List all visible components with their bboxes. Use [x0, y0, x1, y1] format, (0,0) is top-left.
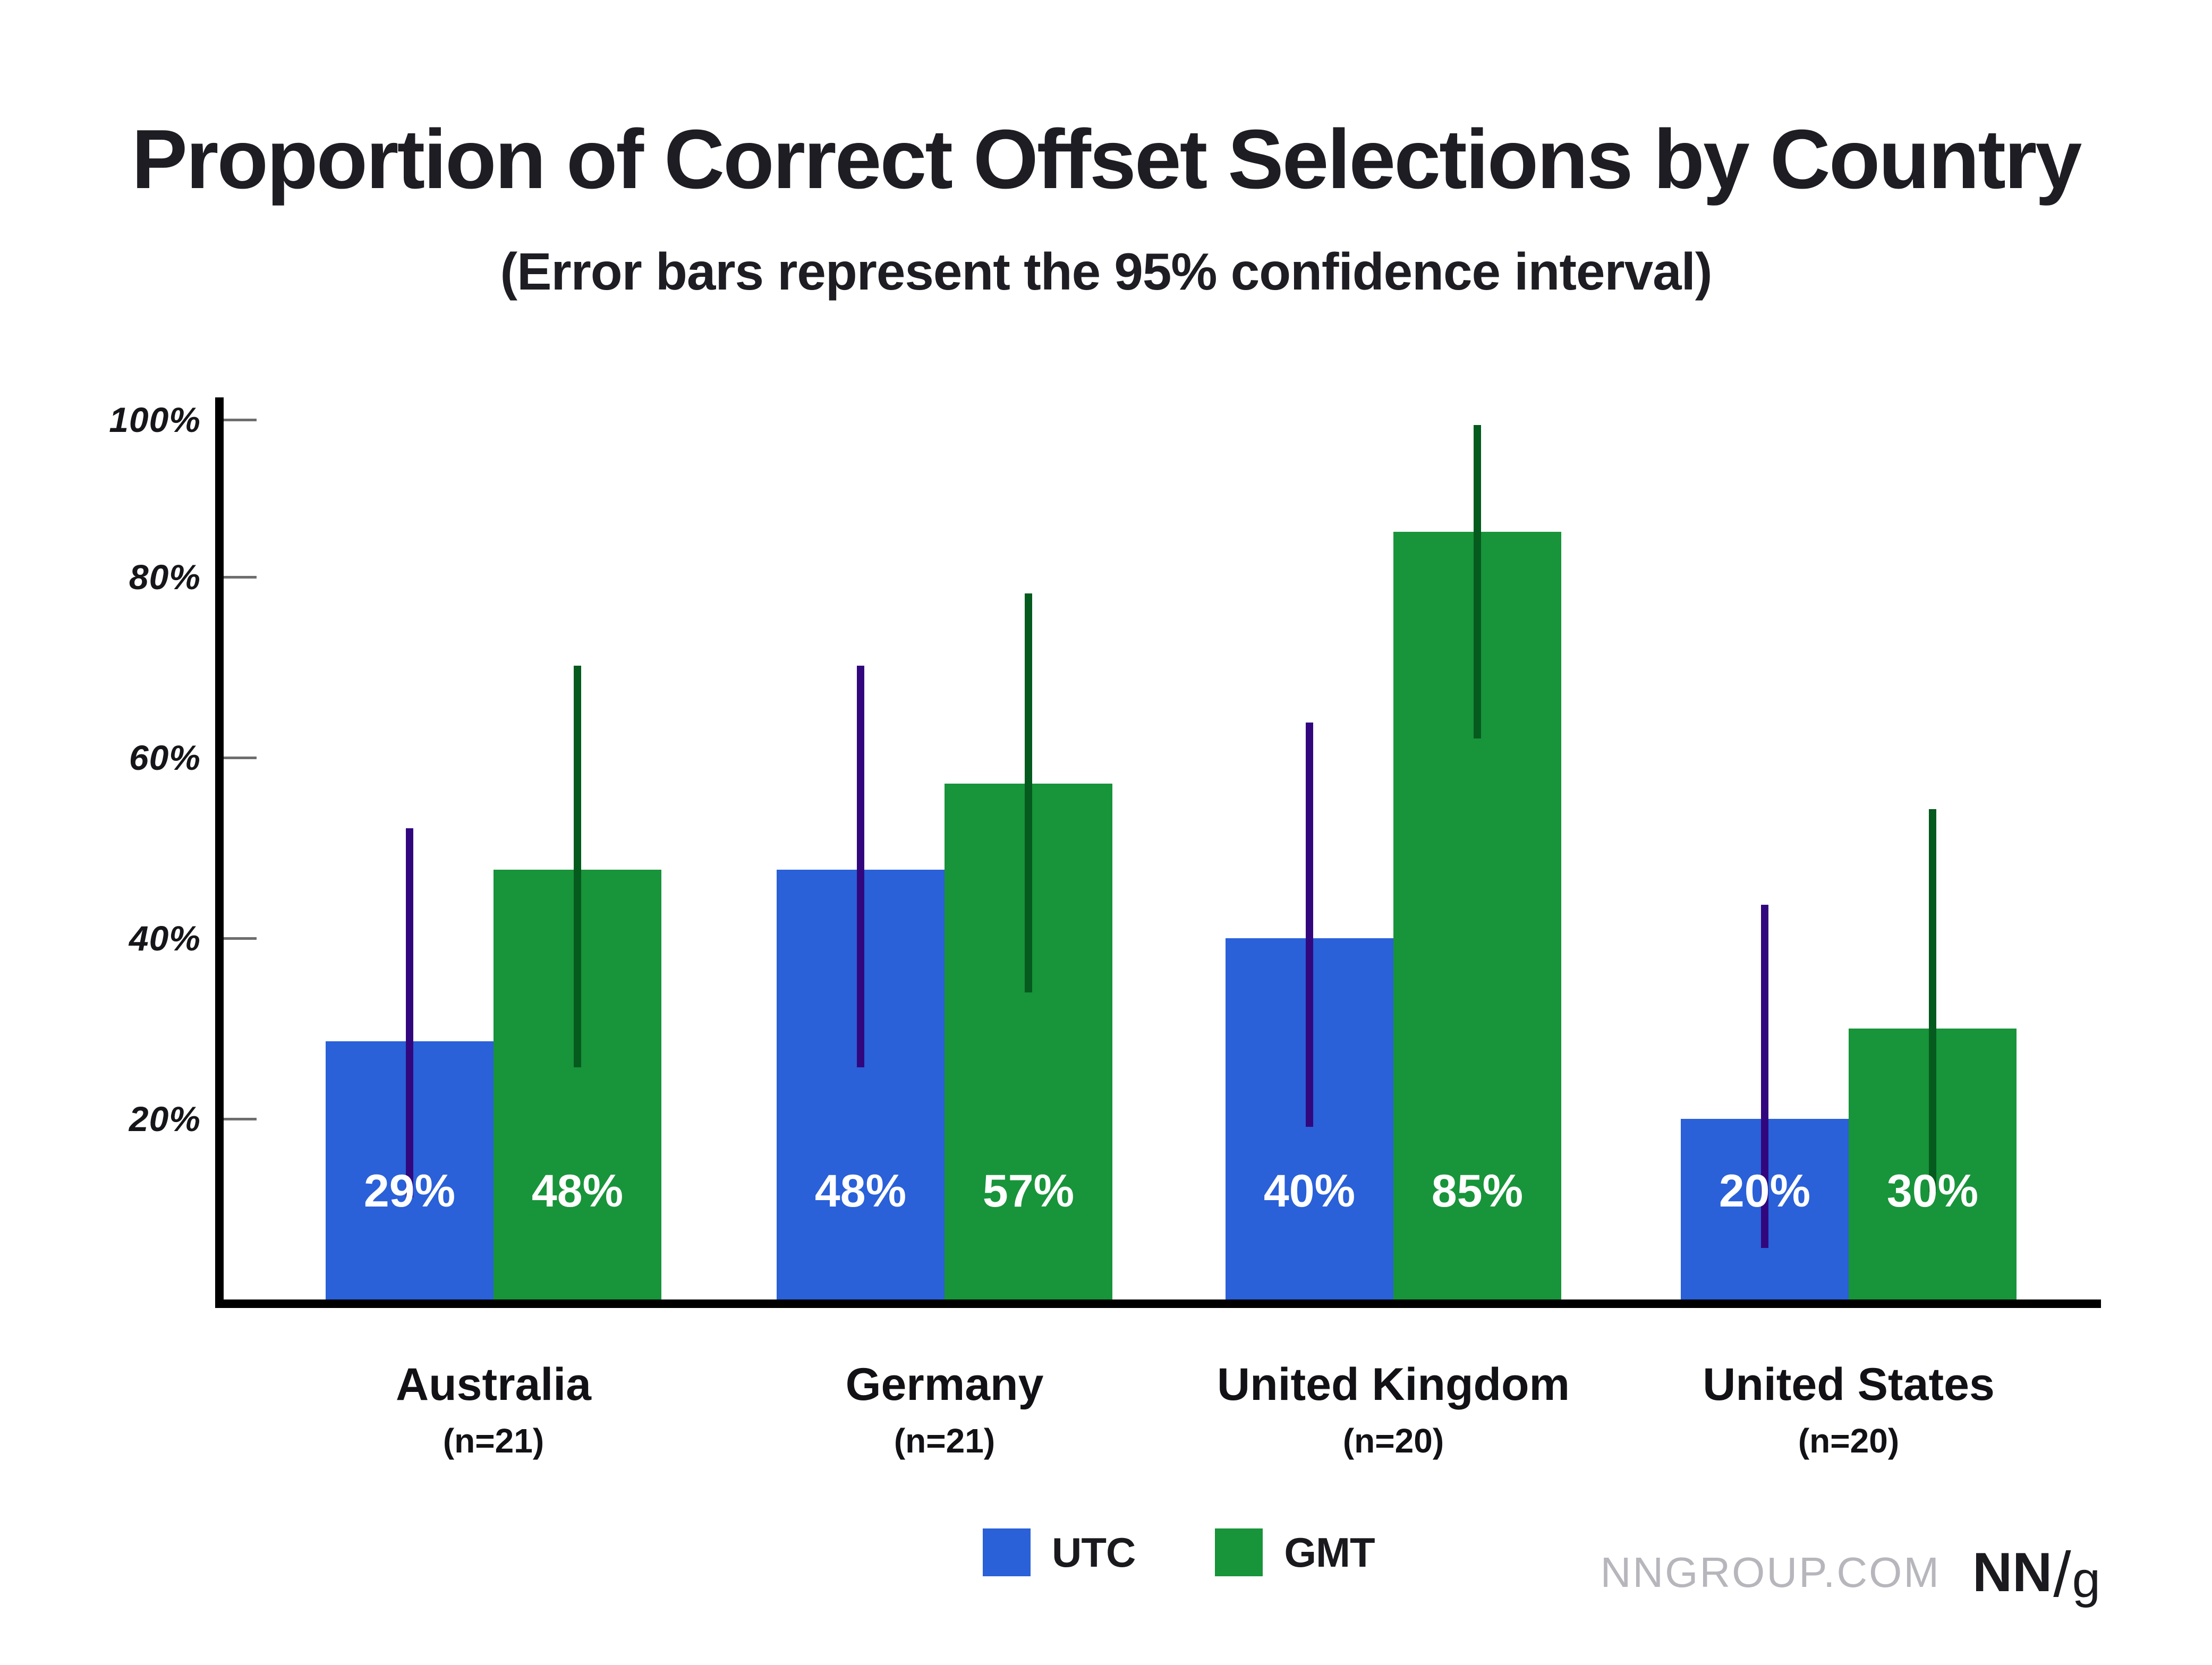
- category-sublabel-united-kingdom: (n=20): [1342, 1422, 1444, 1460]
- bar-value-label-gmt-germany: 57%: [982, 1166, 1075, 1217]
- bar-value-label-utc-united-kingdom: 40%: [1263, 1166, 1356, 1217]
- bar-value-label-utc-united-states: 20%: [1718, 1166, 1811, 1217]
- x-axis-line: [215, 1299, 2101, 1308]
- error-bar-gmt-australia: [574, 665, 581, 1068]
- legend: UTC GMT: [983, 1528, 1375, 1577]
- legend-item-utc: UTC: [983, 1528, 1136, 1577]
- bar-value-label-utc-australia: 29%: [363, 1166, 456, 1217]
- y-tick-40: [224, 937, 257, 940]
- bar-value-label-gmt-united-states: 30%: [1886, 1166, 1979, 1217]
- category-label-united-kingdom: United Kingdom: [1216, 1359, 1570, 1410]
- y-tick-20: [224, 1118, 257, 1120]
- y-tick-80: [224, 576, 257, 579]
- legend-label-gmt: GMT: [1284, 1528, 1375, 1576]
- category-label-united-states: United States: [1703, 1359, 1995, 1410]
- category-sublabel-australia: (n=21): [443, 1422, 545, 1460]
- y-tick-label-100: 100%: [109, 400, 201, 439]
- nng-logo-g: g: [2072, 1551, 2100, 1608]
- legend-item-gmt: GMT: [1215, 1528, 1375, 1577]
- chart-title: Proportion of Correct Offset Selections …: [131, 113, 2082, 206]
- category-sublabel-germany: (n=21): [894, 1422, 996, 1460]
- gmt-swatch-icon: [1215, 1528, 1263, 1576]
- bar-value-label-utc-germany: 48%: [814, 1166, 907, 1217]
- nng-logo: NN / g: [1972, 1536, 2100, 1610]
- nng-logo-nn: NN: [1972, 1541, 2053, 1603]
- nngroup-site-text: NNGROUP.COM: [1600, 1549, 1941, 1596]
- utc-swatch-icon: [983, 1528, 1031, 1576]
- y-axis-line: [215, 397, 224, 1308]
- bar-value-label-gmt-united-kingdom: 85%: [1431, 1166, 1524, 1217]
- nng-logo-slash: /: [2053, 1539, 2071, 1610]
- category-sublabel-united-states: (n=20): [1798, 1422, 1900, 1460]
- y-tick-label-20: 20%: [129, 1099, 201, 1139]
- y-tick-60: [224, 757, 257, 759]
- error-bar-gmt-germany: [1025, 593, 1032, 992]
- legend-label-utc: UTC: [1052, 1528, 1136, 1576]
- y-tick-label-60: 60%: [129, 738, 201, 777]
- error-bar-utc-united-kingdom: [1306, 722, 1313, 1127]
- chart-subtitle: (Error bars represent the 95% confidence…: [500, 242, 1713, 301]
- error-bar-utc-australia: [406, 828, 413, 1197]
- bar-value-label-gmt-australia: 48%: [531, 1166, 624, 1217]
- error-bar-utc-united-states: [1761, 905, 1768, 1248]
- y-tick-100: [224, 419, 257, 421]
- error-bar-gmt-united-kingdom: [1474, 425, 1481, 739]
- footer: NNGROUP.COM NN / g: [1601, 1535, 2100, 1610]
- error-bar-utc-germany: [857, 665, 864, 1068]
- y-tick-label-80: 80%: [129, 557, 201, 597]
- category-label-germany: Germany: [845, 1359, 1044, 1410]
- y-tick-label-40: 40%: [129, 919, 201, 958]
- category-label-australia: Australia: [395, 1359, 592, 1410]
- error-bar-gmt-united-states: [1929, 809, 1936, 1192]
